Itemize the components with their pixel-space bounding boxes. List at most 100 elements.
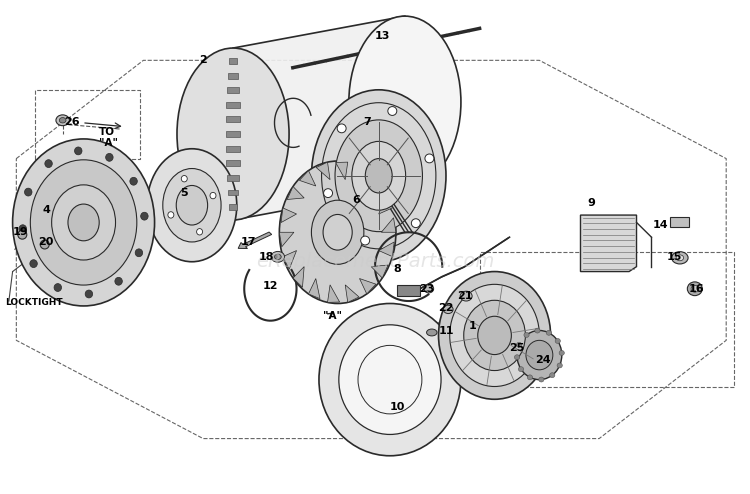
Ellipse shape — [182, 175, 188, 182]
Ellipse shape — [559, 350, 564, 355]
Polygon shape — [379, 242, 394, 256]
Bar — [226, 102, 239, 108]
Polygon shape — [279, 232, 294, 247]
Ellipse shape — [176, 185, 208, 225]
Ellipse shape — [86, 290, 93, 298]
Ellipse shape — [45, 160, 53, 167]
Ellipse shape — [464, 300, 526, 370]
Text: 18: 18 — [259, 252, 274, 262]
Ellipse shape — [439, 272, 550, 399]
Ellipse shape — [168, 212, 174, 218]
Polygon shape — [371, 265, 388, 278]
Text: 13: 13 — [375, 31, 390, 41]
Ellipse shape — [18, 230, 27, 239]
Polygon shape — [233, 16, 405, 220]
Text: 9: 9 — [588, 198, 596, 208]
Polygon shape — [356, 166, 367, 186]
Polygon shape — [381, 218, 396, 232]
Text: 19: 19 — [12, 227, 28, 237]
Ellipse shape — [352, 141, 406, 210]
Ellipse shape — [323, 189, 332, 198]
Ellipse shape — [274, 254, 281, 259]
Ellipse shape — [691, 286, 698, 292]
Ellipse shape — [311, 90, 446, 262]
Ellipse shape — [339, 325, 441, 434]
Polygon shape — [328, 285, 340, 302]
Ellipse shape — [349, 16, 461, 188]
Bar — [226, 160, 239, 166]
Ellipse shape — [478, 316, 512, 355]
Text: 17: 17 — [240, 237, 256, 247]
Ellipse shape — [25, 188, 32, 196]
Ellipse shape — [443, 305, 453, 314]
Text: 21: 21 — [457, 291, 472, 301]
Ellipse shape — [550, 373, 555, 377]
Bar — [398, 286, 420, 296]
Ellipse shape — [196, 229, 202, 235]
Ellipse shape — [526, 340, 553, 370]
Polygon shape — [345, 285, 359, 302]
Ellipse shape — [460, 291, 472, 301]
Ellipse shape — [450, 285, 539, 386]
Ellipse shape — [514, 355, 520, 360]
Ellipse shape — [74, 147, 82, 155]
Polygon shape — [359, 279, 376, 294]
Ellipse shape — [115, 277, 122, 285]
Text: "A": "A" — [322, 311, 342, 321]
Ellipse shape — [56, 115, 70, 125]
Polygon shape — [379, 195, 392, 214]
Ellipse shape — [411, 219, 420, 228]
Ellipse shape — [30, 160, 136, 285]
Text: 23: 23 — [419, 284, 435, 294]
Polygon shape — [283, 250, 296, 269]
Ellipse shape — [538, 377, 544, 382]
Polygon shape — [308, 279, 320, 299]
Text: 8: 8 — [394, 264, 401, 274]
Ellipse shape — [19, 225, 26, 233]
Ellipse shape — [147, 149, 237, 262]
Ellipse shape — [323, 214, 352, 250]
Text: 22: 22 — [438, 303, 454, 313]
Bar — [228, 190, 238, 196]
Ellipse shape — [135, 249, 142, 257]
Text: 12: 12 — [262, 281, 278, 291]
Polygon shape — [287, 186, 304, 200]
Ellipse shape — [517, 330, 562, 379]
Ellipse shape — [335, 120, 422, 232]
Ellipse shape — [130, 177, 137, 185]
Ellipse shape — [210, 192, 216, 199]
Ellipse shape — [13, 139, 154, 306]
Ellipse shape — [535, 328, 540, 333]
Ellipse shape — [546, 330, 551, 335]
Text: 7: 7 — [364, 117, 371, 127]
Bar — [228, 73, 238, 79]
Text: 10: 10 — [390, 402, 405, 412]
Text: 16: 16 — [688, 284, 704, 294]
Bar — [227, 175, 239, 181]
Polygon shape — [371, 177, 382, 198]
Ellipse shape — [388, 107, 397, 116]
Text: 5: 5 — [181, 188, 188, 198]
Bar — [670, 216, 688, 227]
Ellipse shape — [68, 204, 99, 241]
Ellipse shape — [279, 161, 396, 303]
Ellipse shape — [106, 154, 113, 161]
Bar — [226, 117, 240, 123]
Text: 26: 26 — [64, 117, 80, 127]
Ellipse shape — [338, 124, 346, 133]
Polygon shape — [293, 267, 304, 288]
Ellipse shape — [311, 200, 364, 264]
Ellipse shape — [517, 342, 522, 347]
Text: LOCKTIGHT: LOCKTIGHT — [5, 297, 63, 306]
Ellipse shape — [177, 48, 289, 220]
Ellipse shape — [59, 118, 66, 123]
Text: 4: 4 — [42, 205, 50, 215]
Ellipse shape — [524, 332, 530, 337]
Polygon shape — [316, 162, 330, 180]
Text: 25: 25 — [509, 343, 525, 353]
Ellipse shape — [40, 240, 50, 249]
Text: eReplacementParts.com: eReplacementParts.com — [256, 252, 494, 271]
Polygon shape — [336, 162, 348, 180]
Polygon shape — [281, 208, 296, 223]
Bar — [226, 146, 240, 152]
